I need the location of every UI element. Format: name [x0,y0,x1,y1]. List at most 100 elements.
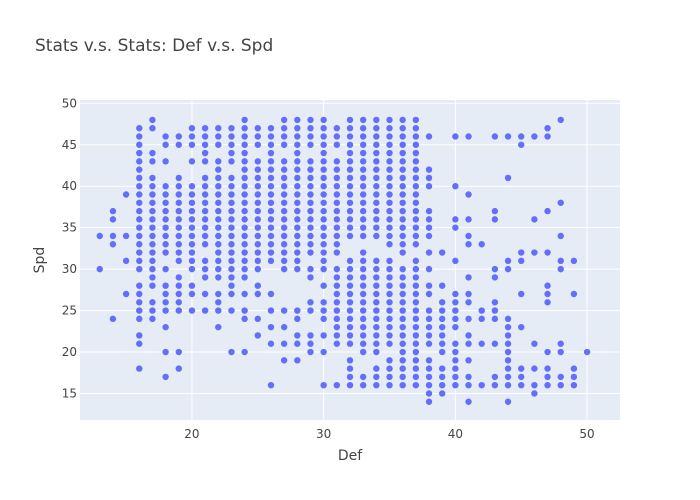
data-point [346,299,354,306]
data-point [149,249,156,256]
data-point [215,307,222,314]
chart-title: Stats v.s. Stats: Def v.s. Spd [35,36,273,56]
data-point [399,365,406,372]
data-point [136,207,143,215]
data-point [267,183,275,190]
data-point [452,183,459,190]
data-point [359,166,367,173]
data-point [399,357,406,364]
data-point [491,207,499,215]
data-point [201,274,209,281]
data-point [320,199,327,206]
data-point [359,174,367,182]
data-point [267,133,275,140]
data-point [373,299,380,306]
data-point [386,116,393,124]
data-point [201,216,209,223]
data-point [425,398,433,405]
data-point [280,133,288,140]
data-point [386,381,393,389]
data-point [267,141,275,148]
data-point [215,299,222,306]
data-point [136,216,143,223]
tick-labels: 20 30 40 50 15 20 25 30 35 40 45 50 [62,96,595,441]
data-point [373,340,380,347]
data-point [175,141,182,148]
data-point [267,241,275,248]
data-point [425,332,433,339]
data-point [162,265,169,273]
data-point [412,365,420,372]
data-point [425,174,433,182]
data-point [175,199,182,206]
data-point [162,207,169,215]
data-point [412,323,420,331]
data-point [373,290,380,298]
data-point [188,141,196,148]
data-point [307,274,314,281]
data-point [307,183,314,190]
data-point [215,274,222,281]
data-point [241,274,248,281]
data-point [188,290,196,298]
data-point [557,340,564,347]
data-point [320,249,327,256]
data-point [280,166,288,173]
data-point [162,133,169,140]
data-point [294,340,301,347]
data-point [201,257,209,265]
data-point [294,133,301,140]
data-point [412,315,420,323]
data-point [504,348,512,356]
data-point [280,183,288,190]
data-point [307,332,314,339]
data-point [359,158,367,165]
data-point [109,241,117,248]
data-point [412,199,420,206]
data-point [162,241,169,248]
data-point [346,365,354,372]
data-point [188,199,196,206]
data-point [386,232,393,240]
data-point [373,174,380,182]
data-point [531,340,538,347]
data-point [399,133,406,140]
data-point [280,224,288,231]
data-point [386,274,393,281]
data-point [96,265,103,273]
data-point [373,216,380,223]
data-point [175,299,182,306]
data-point [175,216,182,223]
data-point [386,307,393,314]
data-point [162,373,169,381]
data-point [386,290,393,298]
data-point [307,340,314,347]
data-point [267,199,275,206]
data-point [320,174,327,182]
data-point [438,365,446,372]
data-point [544,381,551,389]
data-point [307,166,314,173]
data-point [254,290,262,298]
data-point [373,224,380,231]
data-point [570,381,578,389]
data-point [438,373,446,381]
data-point [149,257,156,265]
data-point [136,290,143,298]
data-point [228,124,235,132]
data-point [241,174,248,182]
data-point [544,299,551,306]
data-point [504,315,512,323]
data-point [267,340,275,347]
data-point [215,133,222,140]
data-point [280,257,288,265]
data-point [557,348,564,356]
data-point [386,332,393,339]
data-point [320,183,327,190]
data-point [359,183,367,190]
data-point [333,191,341,198]
data-point [359,141,367,148]
data-point [425,232,433,240]
data-point [333,124,341,132]
data-point [215,249,222,256]
